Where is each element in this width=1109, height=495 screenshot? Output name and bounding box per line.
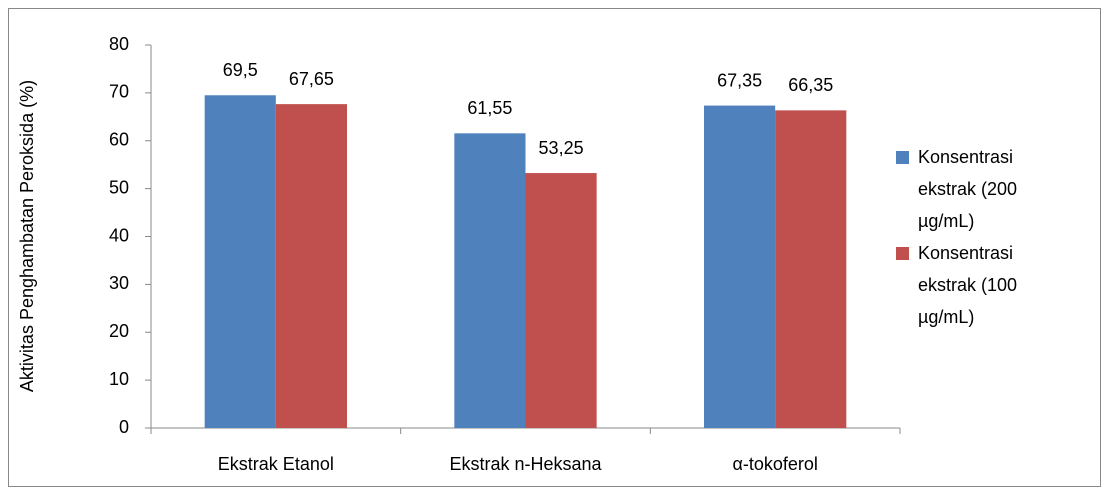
x-tick-label: α-tokoferol — [732, 454, 817, 474]
y-axis-label-text: Aktivitas Penghambatan Peroksida (%) — [17, 79, 37, 393]
legend-entry: Konsentrasi ekstrak (200 µg/mL) — [896, 141, 1071, 237]
bar — [275, 104, 347, 429]
y-tick-label: 0 — [119, 417, 129, 437]
bar — [525, 173, 597, 428]
y-tick-label: 10 — [109, 369, 129, 389]
chart-border — [8, 8, 1101, 487]
bar — [454, 133, 526, 428]
legend-swatch — [896, 151, 909, 164]
bar — [204, 95, 276, 429]
data-label: 67,65 — [289, 69, 334, 89]
y-tick-label: 40 — [109, 225, 129, 245]
x-tick-label: Ekstrak n-Heksana — [449, 454, 602, 474]
data-label: 53,25 — [539, 138, 584, 158]
legend-swatch — [896, 247, 909, 260]
legend-label: Konsentrasi ekstrak (200 µg/mL) — [918, 147, 1018, 231]
legend: Konsentrasi ekstrak (200 µg/mL) Konsentra… — [896, 141, 1071, 333]
x-tick-label: Ekstrak Etanol — [218, 454, 334, 474]
y-axis-label: Aktivitas Penghambatan Peroksida (%) — [16, 36, 38, 436]
data-label: 61,55 — [467, 98, 512, 118]
y-tick-label: 30 — [109, 273, 129, 293]
y-tick-label: 80 — [109, 34, 129, 54]
data-label: 69,5 — [223, 60, 258, 80]
y-tick-label: 20 — [109, 321, 129, 341]
y-tick-label: 50 — [109, 177, 129, 197]
bar — [704, 105, 776, 428]
bar — [775, 110, 847, 429]
y-tick-label: 70 — [109, 82, 129, 102]
data-label: 67,35 — [717, 70, 762, 90]
y-tick-label: 60 — [109, 130, 129, 150]
legend-entry: Konsentrasi ekstrak (100 µg/mL) — [896, 237, 1071, 333]
data-label: 66,35 — [788, 75, 833, 95]
legend-label: Konsentrasi ekstrak (100 µg/mL) — [918, 243, 1018, 327]
